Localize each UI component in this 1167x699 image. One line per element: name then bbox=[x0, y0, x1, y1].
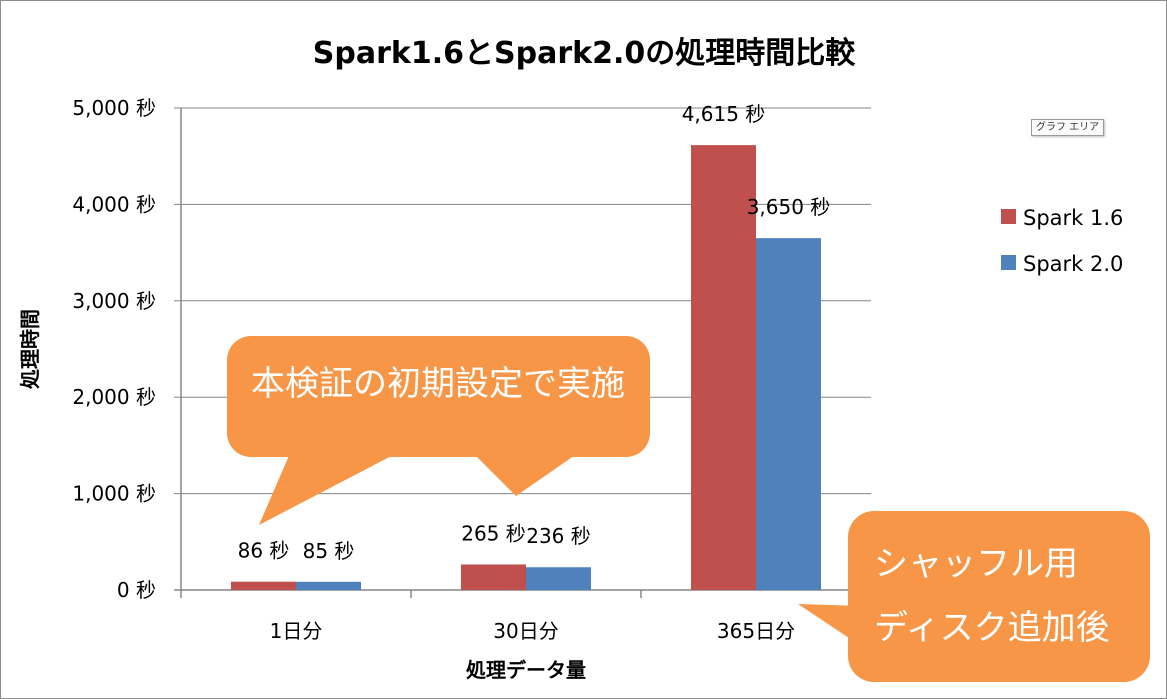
x-tick-label: 30日分 bbox=[493, 619, 558, 643]
y-tick-label: 0 秒 bbox=[117, 578, 156, 602]
callout-text: 本検証の初期設定で実施 bbox=[251, 364, 625, 404]
y-tick-label: 3,000 秒 bbox=[72, 289, 156, 313]
data-label: 3,650 秒 bbox=[747, 195, 831, 219]
callout-box bbox=[227, 336, 650, 457]
data-label: 236 秒 bbox=[526, 524, 591, 548]
bar bbox=[461, 564, 526, 590]
y-axis-title: 処理時間 bbox=[18, 309, 42, 389]
data-label: 4,615 秒 bbox=[682, 102, 766, 126]
data-label: 265 秒 bbox=[461, 521, 526, 545]
callout-tail bbox=[798, 604, 861, 646]
callout-tail bbox=[259, 451, 581, 525]
legend-swatch bbox=[1001, 209, 1016, 224]
legend-label: Spark 2.0 bbox=[1023, 252, 1123, 276]
y-tick-label: 5,000 秒 bbox=[72, 96, 156, 120]
legend-label: Spark 1.6 bbox=[1023, 206, 1123, 230]
x-axis-title: 処理データ量 bbox=[466, 658, 586, 682]
callout-box bbox=[848, 511, 1150, 682]
callout-text: シャッフル用 bbox=[874, 544, 1078, 584]
bar bbox=[231, 581, 296, 590]
y-tick-label: 1,000 秒 bbox=[72, 482, 156, 506]
x-tick-label: 1日分 bbox=[270, 619, 323, 643]
data-label: 85 秒 bbox=[303, 539, 355, 563]
y-tick-label: 2,000 秒 bbox=[72, 385, 156, 409]
chart-area-badge: グラフ エリア bbox=[1031, 119, 1105, 136]
callout-text: ディスク追加後 bbox=[874, 608, 1110, 648]
legend-swatch bbox=[1001, 255, 1016, 270]
chart-title: Spark1.6とSpark2.0の処理時間比較 bbox=[313, 36, 856, 71]
y-tick-label: 4,000 秒 bbox=[72, 192, 156, 216]
bar bbox=[526, 567, 591, 590]
x-tick-label: 365日分 bbox=[717, 619, 795, 643]
bar bbox=[756, 238, 821, 590]
data-label: 86 秒 bbox=[238, 539, 290, 563]
bar bbox=[296, 581, 361, 590]
bar bbox=[691, 145, 756, 590]
